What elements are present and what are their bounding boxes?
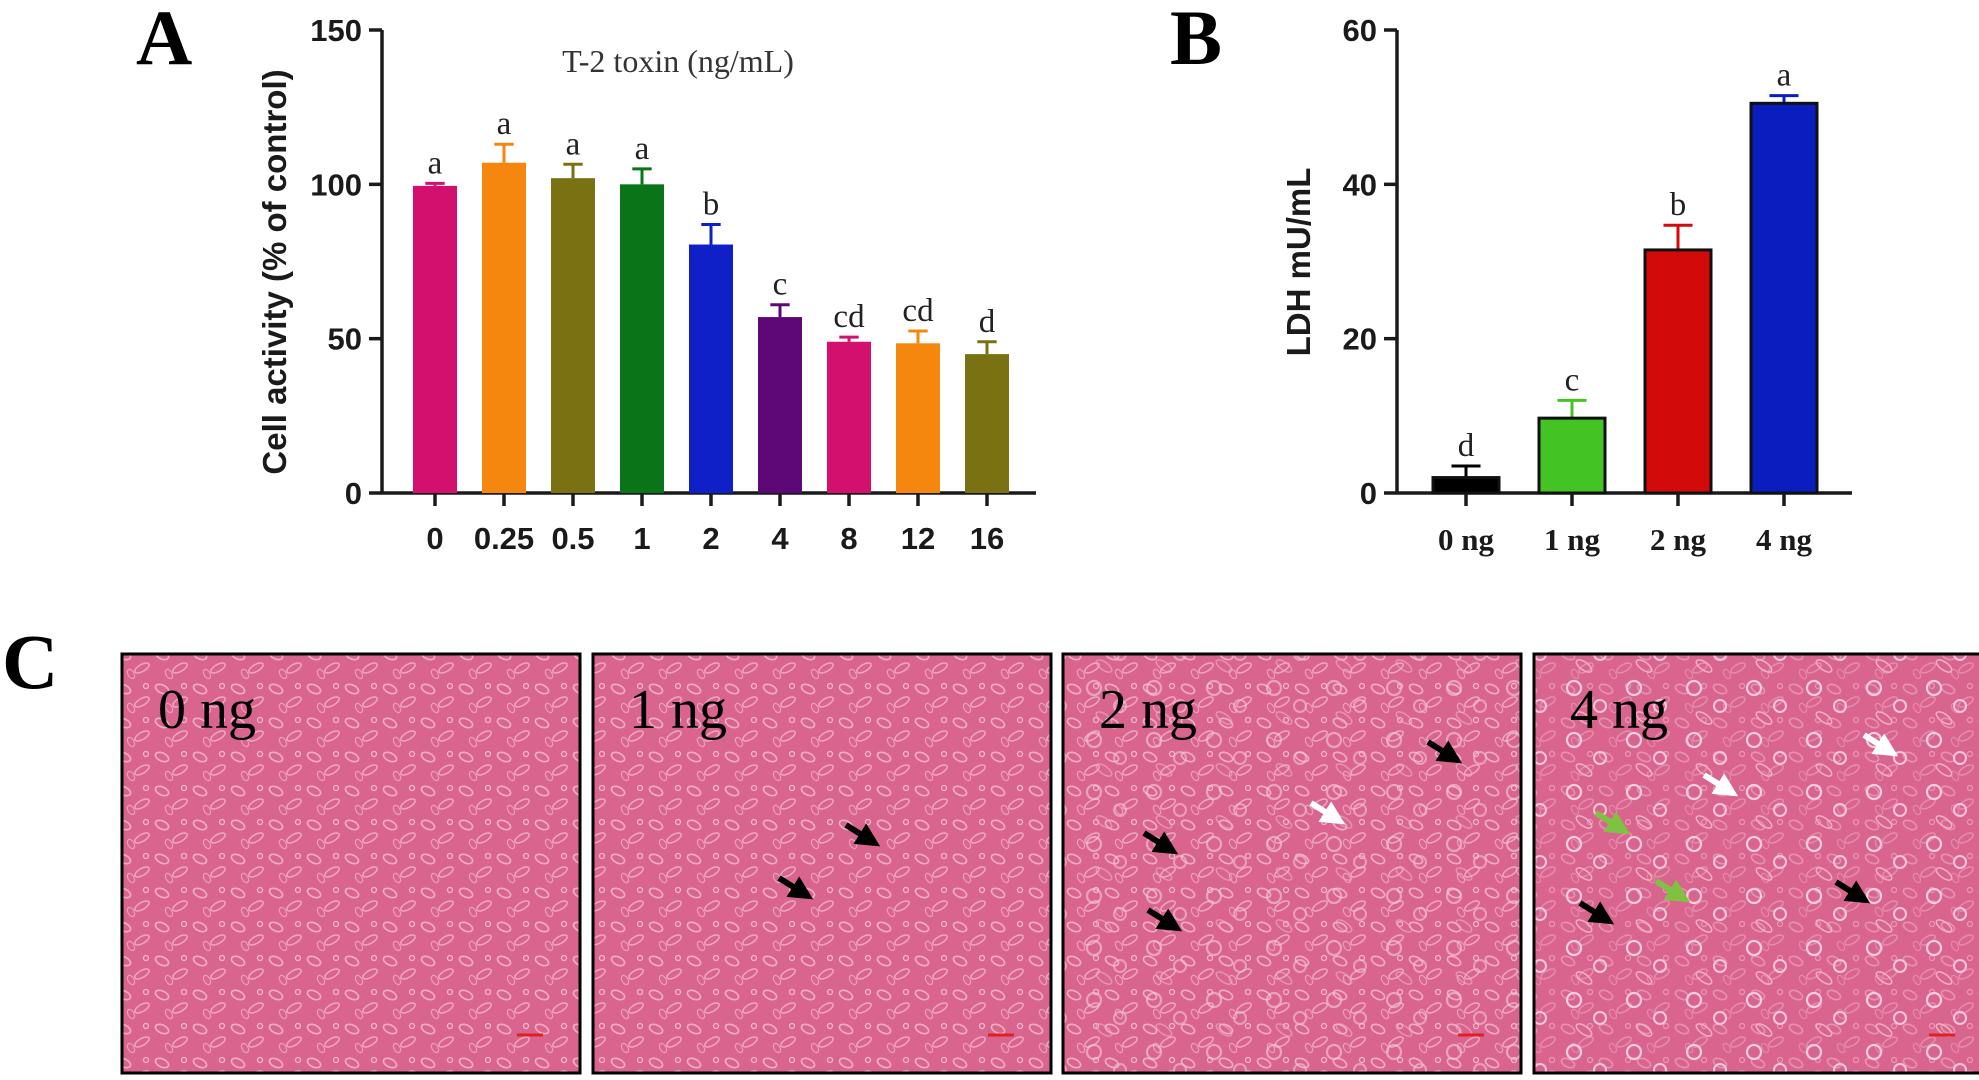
cell-texture xyxy=(122,654,580,1073)
chart-b: LDH mU/mL 0 20 40 60 d 0 ng c 1 ng b 2 ng a 4 ng xyxy=(1280,13,1852,557)
significance-label: c xyxy=(773,267,788,303)
black-arrow xyxy=(1426,739,1463,764)
y-tick-label: 40 xyxy=(1343,167,1377,202)
significance-label: a xyxy=(497,106,512,142)
white-arrow xyxy=(1309,800,1346,825)
x-tick-label: 0.5 xyxy=(551,521,594,556)
black-arrow xyxy=(844,822,881,847)
bar xyxy=(896,343,940,493)
white-arrow xyxy=(1702,772,1739,797)
panel-letter-b: B xyxy=(1170,0,1222,81)
chart-a-y-axis-title: Cell activity (% of control) xyxy=(256,69,293,474)
bar xyxy=(758,317,802,493)
bar xyxy=(1749,101,1819,495)
y-tick-label: 0 xyxy=(345,476,362,511)
micrograph-2: 1 ng xyxy=(591,652,1053,1075)
x-tick-label: 8 xyxy=(840,521,857,556)
x-tick-label: 0 xyxy=(426,521,443,556)
micrograph-label: 2 ng xyxy=(1099,679,1197,741)
y-tick-label: 50 xyxy=(328,322,362,357)
significance-label: a xyxy=(635,131,650,167)
micrograph-border xyxy=(1532,652,1979,1075)
x-tick-label: 0 ng xyxy=(1438,522,1494,557)
micrograph-panel-c: 0 ng 1 ng 2 ng 4 ng xyxy=(120,652,1979,1075)
x-tick-label: 2 xyxy=(702,521,719,556)
bar xyxy=(1537,416,1607,495)
y-tick-label: 100 xyxy=(310,167,362,202)
significance-label: a xyxy=(566,126,581,162)
micrograph-label: 1 ng xyxy=(629,679,727,741)
black-arrow xyxy=(777,875,814,900)
significance-label: a xyxy=(1777,58,1792,94)
micrograph-4: 4 ng xyxy=(1532,652,1979,1075)
x-tick-label: 12 xyxy=(901,521,935,556)
panel-letter-a: A xyxy=(136,0,192,81)
x-tick-label: 4 xyxy=(771,521,789,556)
significance-label: c xyxy=(1565,362,1580,398)
micrograph-1: 0 ng xyxy=(120,652,582,1075)
x-tick-label: 2 ng xyxy=(1650,522,1706,557)
panel-letter-c: C xyxy=(2,618,58,705)
significance-label: b xyxy=(703,186,720,222)
cell-texture xyxy=(593,654,1051,1073)
bar xyxy=(413,185,457,494)
significance-label: d xyxy=(979,304,996,340)
micrograph-border xyxy=(591,652,1053,1075)
micrograph-label: 4 ng xyxy=(1570,679,1668,741)
black-arrow xyxy=(1578,900,1615,925)
bar xyxy=(620,184,664,494)
x-tick-label: 16 xyxy=(970,521,1004,556)
black-arrow xyxy=(1142,830,1179,855)
rounded-cells-texture xyxy=(1063,654,1521,1073)
white-arrow xyxy=(1862,732,1899,757)
black-arrow xyxy=(1834,879,1871,904)
chart-b-y-axis-title: LDH mU/mL xyxy=(1280,168,1317,357)
bar xyxy=(827,341,871,493)
y-tick-label: 0 xyxy=(1360,476,1377,511)
micrograph-border xyxy=(120,652,582,1075)
x-tick-label: 4 ng xyxy=(1756,522,1812,557)
bar xyxy=(482,162,526,493)
bar xyxy=(551,178,595,493)
micrograph-border xyxy=(1061,652,1523,1075)
rounded-cells-texture xyxy=(1534,654,1979,1073)
bar xyxy=(1431,476,1501,495)
micrograph-label: 0 ng xyxy=(158,679,256,741)
green-arrow xyxy=(1594,810,1631,835)
bar xyxy=(689,244,733,493)
chart-a: Cell activity (% of control) T-2 toxin (… xyxy=(256,13,1036,556)
significance-label: a xyxy=(428,145,443,181)
x-tick-label: 0.25 xyxy=(474,521,534,556)
significance-label: cd xyxy=(833,299,865,335)
x-tick-label: 1 ng xyxy=(1544,522,1600,557)
significance-label: b xyxy=(1670,187,1687,223)
x-tick-label: 1 xyxy=(633,521,650,556)
y-tick-label: 20 xyxy=(1343,322,1377,357)
chart-a-subtitle: T-2 toxin (ng/mL) xyxy=(562,43,794,79)
y-tick-label: 150 xyxy=(310,13,362,48)
bar xyxy=(965,354,1009,493)
micrograph-3: 2 ng xyxy=(1061,652,1523,1075)
black-arrow xyxy=(1146,907,1183,932)
significance-label: cd xyxy=(902,293,934,329)
green-arrow xyxy=(1654,878,1691,903)
significance-label: d xyxy=(1458,428,1475,464)
y-tick-label: 60 xyxy=(1343,13,1377,48)
bar xyxy=(1643,248,1713,495)
